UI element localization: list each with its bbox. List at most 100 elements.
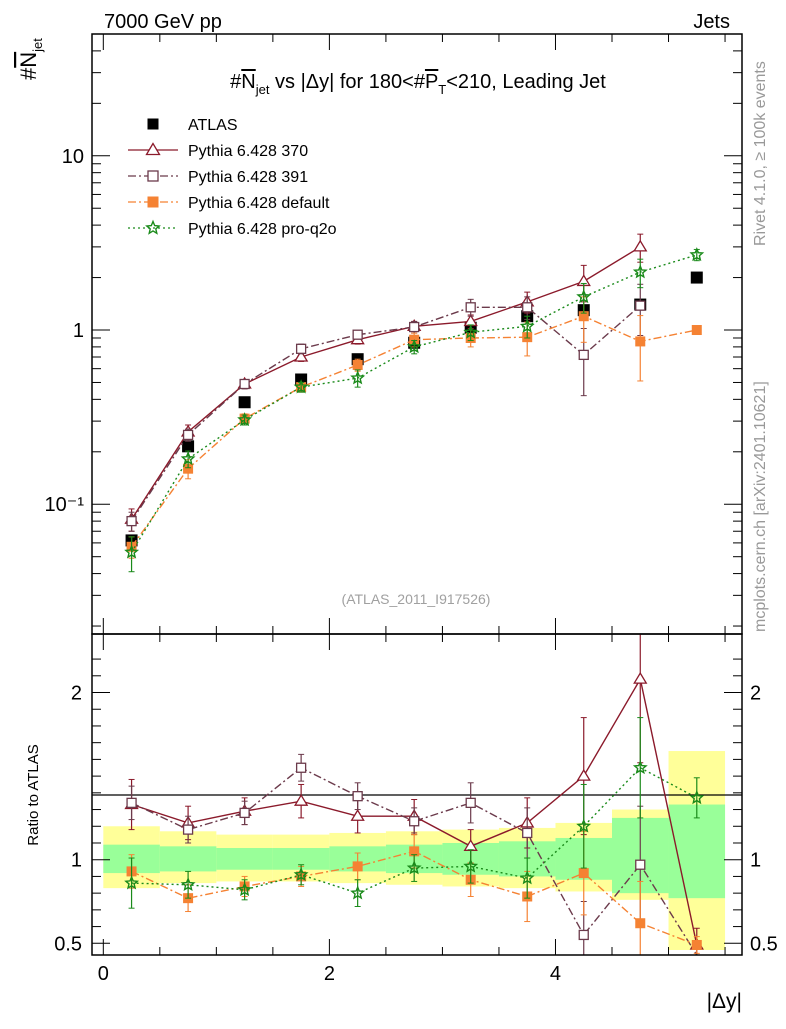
ratio-point [578,868,589,879]
legend-marker [145,142,161,156]
main-series-layer [124,233,705,573]
y-tick-label-ratio-right: 2 [750,683,761,705]
main-plot-panel: 10⁻¹ 1 10 #Njet vs |Δy| for 180<#PT<210, L… [45,33,743,635]
ratio-point [576,818,592,833]
band-inner [668,804,726,899]
data-point [633,239,648,252]
data-point [182,429,194,441]
ratio-point [633,671,648,684]
data-point [578,349,589,361]
data-point [183,463,194,474]
y-tick-label-main: 10 [62,146,84,168]
ratio-point [465,797,476,809]
legend-marker [147,118,159,130]
data-point [635,336,646,347]
y-tick-label-main: 10⁻¹ [45,494,85,516]
svg-text:#Njet: #Njet [16,38,45,80]
data-point [126,515,137,527]
ratio-point [350,885,366,900]
header-jets-label: Jets [693,11,730,33]
band-inner [216,848,273,870]
data-point [406,339,422,354]
x-tick-label: 4 [550,963,561,985]
header-energy-label: 7000 GeV pp [104,11,222,33]
data-point [409,321,420,333]
legend-label: Pythia 6.428 default [188,195,330,212]
band-inner [159,846,217,872]
data-point [352,329,363,340]
side-rivet-label: Rivet 4.1.0, ≥ 100k events [752,61,769,246]
data-point [182,440,195,453]
data-point [350,370,366,385]
y-tick-label-ratio-right: 1 [750,850,761,872]
ratio-plot-panel: 0.5 0.5 1 1 2 2 0 2 4 Ratio to ATLAS |Δy| [25,633,778,1013]
ratio-point [635,859,646,870]
data-point [124,544,140,559]
ratio-point [295,762,307,773]
ratio-point [463,858,479,873]
series-line [131,246,641,520]
ratio-point [237,881,253,897]
data-point [689,247,705,262]
ratio-point [352,861,363,872]
ratio-point [519,870,535,885]
legend-label: ATLAS [188,117,238,134]
main-title: #Njet vs |Δy| for 180<#PT<210, Leading J… [230,71,606,97]
data-point [293,349,309,362]
ratio-point [578,929,589,941]
ratio-point [691,939,702,950]
ratio-point [635,918,646,929]
ratio-point [180,876,196,892]
ratio-point [522,827,533,839]
data-point [465,302,476,313]
legend-marker [147,196,159,208]
data-point [690,271,703,284]
ratio-point [409,846,420,857]
data-point [691,325,702,336]
band-inner [272,848,330,870]
series-line [131,305,641,522]
data-point [578,311,589,322]
ratio-xlabel: |Δy| [707,990,742,1013]
ratio-point [689,789,705,805]
ratio-point [239,807,250,819]
legend-label: Pythia 6.428 370 [188,143,308,160]
data-point [293,379,309,394]
ratio-series-line [131,766,698,894]
ratio-point [350,808,365,821]
x-tick-label: 2 [324,963,335,985]
ratio-point [406,860,422,875]
x-tick-label: 0 [98,963,109,985]
data-point [632,264,648,279]
legend-marker [145,219,161,235]
data-point [635,300,646,311]
ratio-plot-frame [91,633,743,956]
data-point [352,359,363,370]
data-point [180,451,196,466]
ratio-point [124,875,140,890]
legend-label: Pythia 6.428 pro-q2o [188,221,337,238]
data-point [463,324,479,339]
ratio-point [293,866,309,882]
ratio-point [126,797,137,809]
ratio-point [352,791,363,802]
ratio-point [576,768,591,781]
side-mcplots-label: mcplots.cern.ch [arXiv:2401.10621] [752,381,769,632]
watermark-label: (ATLAS_2011_I917526) [342,591,491,607]
ratio-point [409,816,420,827]
data-point [519,318,535,333]
ratio-series-line [131,766,698,956]
ratio-point [293,793,309,806]
main-ylabel: #Njet [16,38,45,80]
legend-marker [147,170,159,182]
y-tick-label-ratio: 1 [71,850,82,872]
data-point [576,289,592,304]
ratio-axis-ticks: 0.5 0.5 1 1 2 2 0 2 4 [54,634,778,985]
legend: ATLAS Pythia 6.428 370 Pythia 6.428 391 Pyt… [128,117,337,238]
y-tick-label-ratio-right: 0.5 [750,933,778,955]
y-tick-label-main: 1 [73,320,84,342]
data-point [238,396,251,409]
main-axis-ticks: 10⁻¹ 1 10 [45,33,742,634]
data-point [239,378,250,390]
